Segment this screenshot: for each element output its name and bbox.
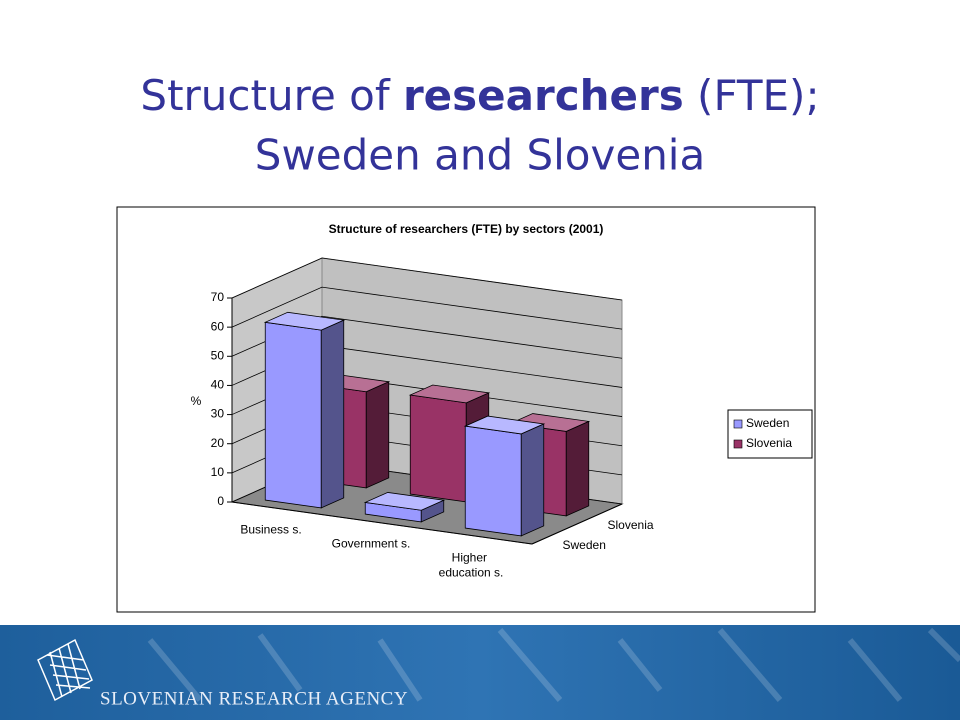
title-bold: researchers xyxy=(403,71,684,120)
y-tick-label: 70 xyxy=(211,290,225,304)
bar-top xyxy=(363,492,446,511)
bar-side xyxy=(320,319,345,509)
y-tick-label: 50 xyxy=(211,348,225,362)
agency-name: SLOVENIAN RESEARCH AGENCY xyxy=(100,688,408,709)
bar-top xyxy=(263,311,346,331)
y-tick-label: 0 xyxy=(217,494,224,508)
bar-front xyxy=(464,425,522,537)
x-axis xyxy=(231,501,533,545)
legend-label: Slovenia xyxy=(746,436,792,450)
x-tick-label-line: education s. xyxy=(439,565,504,579)
depth-label: Slovenia xyxy=(608,518,654,532)
legend-label: Sweden xyxy=(746,416,789,430)
legend xyxy=(727,409,813,459)
legend-swatch xyxy=(733,439,743,449)
title-text: (FTE); xyxy=(684,71,820,120)
grid-line xyxy=(231,315,623,359)
depth-label: Sweden xyxy=(563,538,606,552)
bar xyxy=(363,492,446,523)
footer-pattern xyxy=(147,627,960,702)
bar xyxy=(263,311,346,509)
x-tick-label: Higher education s. xyxy=(439,550,504,579)
bar-side xyxy=(520,423,545,537)
grid-line xyxy=(231,257,623,301)
x-tick-label: Government s. xyxy=(332,536,411,550)
bar xyxy=(463,415,546,537)
slide-title: Structure of researchers (FTE); xyxy=(140,71,819,120)
bar-top xyxy=(508,413,591,432)
y-tick-label: 40 xyxy=(211,378,225,392)
chart: Structure of researchers (FTE) by sector… xyxy=(191,222,813,579)
x-tick-label: Business s. xyxy=(240,522,301,536)
y-tick-label: 20 xyxy=(211,436,225,450)
chart-title: Structure of researchers (FTE) by sector… xyxy=(329,222,604,236)
y-tick-label: 60 xyxy=(211,319,225,333)
bar-top xyxy=(408,384,491,404)
agency-logo xyxy=(37,638,93,702)
legend-swatch xyxy=(733,419,743,429)
footer-band xyxy=(0,625,960,720)
grid-line xyxy=(231,286,623,330)
y-axis-label: % xyxy=(191,394,202,408)
bar-side xyxy=(365,381,390,489)
title-text: Structure of xyxy=(140,71,403,120)
y-tick-label: 30 xyxy=(211,407,225,421)
bar-front xyxy=(409,394,467,503)
bar-side xyxy=(565,420,590,517)
y-tick-label: 10 xyxy=(211,465,225,479)
bar-top xyxy=(463,415,546,435)
x-tick-label-line: Higher xyxy=(452,550,491,564)
slide-subtitle: Sweden and Slovenia xyxy=(255,131,705,180)
bar-front xyxy=(264,321,322,509)
depth-axis xyxy=(531,503,623,545)
